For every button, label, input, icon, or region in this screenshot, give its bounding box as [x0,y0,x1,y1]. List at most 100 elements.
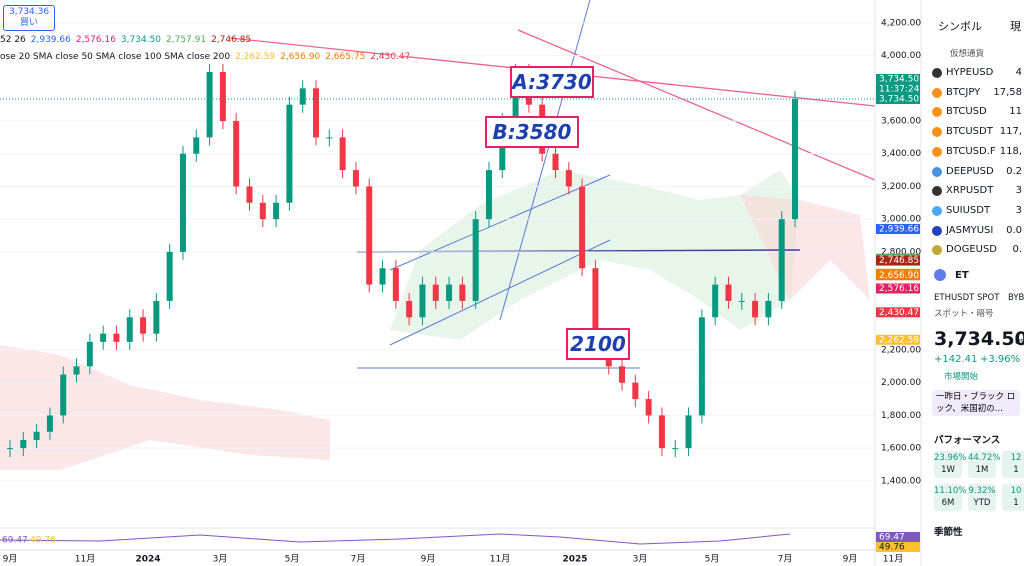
icon [932,107,942,118]
ticker: ET [955,270,969,281]
symbol-row[interactable]: XRPUSDT 3 [930,182,1024,201]
legend: ose 20 SMA close 50 SMA close 100 SMA cl… [0,52,415,62]
candle [765,300,772,318]
perf-period: YTD [973,498,991,508]
legend-value: 2,665.75 [325,52,366,62]
oscillator [0,533,791,545]
symbol-row[interactable]: DOGEUSD 0. [930,241,1024,260]
symbol-row[interactable]: JASMYUSI 0.0 [930,222,1024,241]
candle [313,88,320,138]
legend-value: 2,430.47 [370,52,411,62]
candle [419,284,426,318]
x-tick-label: 5月 [285,554,300,565]
symbol-row[interactable]: HYPEUSD 4 [930,64,1024,83]
price-tag [876,334,920,345]
candle [379,268,386,285]
y-tick-label: 1,800.00 [881,411,921,421]
news[interactable]: 一昨日・ブラック ロック、米国初の... [932,390,1020,416]
candle [632,382,639,400]
channel [389,174,611,271]
symbol: BTCJPY [946,86,981,98]
x-tick-label: 11月 [883,554,903,565]
candle [672,448,679,450]
y-tick-label: 4,000.00 [881,51,921,61]
perf-value: 12 [1010,453,1022,463]
icon [932,68,942,78]
trendline [517,29,876,181]
legend-value: 2,939.66 [30,35,71,45]
perf-tile: 10 1 [1002,484,1024,511]
legend-value: 2,757.91 [166,35,207,45]
candle [153,300,160,334]
cloud [740,195,870,300]
symbol-row[interactable]: BTCUSD.F 118, [930,143,1024,162]
x-tick-label: 9月 [421,554,436,565]
kind: スポット・暗号 [934,309,994,319]
symbol-price: 4 [1015,67,1022,78]
perf-value: 9.32% [968,486,996,496]
candle [352,170,359,187]
cloud [0,345,330,470]
osc-tag-label: 49.76 [879,543,905,553]
candle [219,71,226,122]
perf-tile: 11.10% 6M [934,484,966,511]
price-tag-label: 3,734.50 [879,75,919,85]
symbol-row[interactable]: BTCUSDT 117, [930,123,1024,142]
symbol-row[interactable]: BTCUSD 11 [930,103,1024,122]
legend: 52 26 2,939.66 2,576.16 3,734.50 2,757.91 2,7… [0,35,256,45]
icon [932,127,942,138]
legend-value: ose 20 SMA close 50 SMA close 100 SMA cl… [0,52,231,62]
price-tag [876,255,920,266]
symbol-price: 17,58 [993,86,1022,98]
name: ETHUSDT SPOT [934,293,1000,303]
candle [565,170,572,187]
symbol-row[interactable]: SUIUSDT 3 [930,202,1024,221]
y-tick-label: 2,000.00 [881,378,921,388]
icon [932,205,942,216]
y-tick-label: 3,200.00 [881,182,921,192]
candle [273,202,280,220]
symbol-price: 118, [999,145,1022,157]
candle [126,317,133,342]
price-tag [876,74,920,85]
perf-value: 23.96% [934,453,967,463]
candle [446,284,453,301]
symbol-price: 117, [999,126,1022,138]
countdown: 11:37:24 [879,85,920,95]
icon [932,166,942,177]
status: 市場開始 [944,372,979,382]
perf-tile: 12 1 [1002,451,1024,478]
price-box[interactable]: 3,734.36 買い [3,5,56,31]
candle [778,219,785,301]
legend-value: 2,746.85 [211,35,252,45]
symbol: BTCUSDT [946,126,993,138]
perf-period: 6M [941,498,955,508]
candle [299,88,306,105]
candle [46,415,53,432]
candle [579,186,586,269]
symbol-price: 0.0 [1006,224,1022,236]
icon [934,269,946,281]
candle [113,333,120,342]
candle [366,186,373,285]
group: 仮想通貨 [950,49,985,59]
candle [7,448,13,450]
candle [339,137,346,171]
symbol: DOGEUSD [946,244,998,256]
icon [932,245,942,256]
candle [233,121,240,187]
candle [645,399,652,416]
price-tag [876,283,920,294]
candle [552,153,559,171]
symbol-row[interactable]: DEEPUSD 0.2 [930,163,1024,182]
header: 現 [1010,20,1021,33]
symbol-price: 0.2 [1006,165,1022,177]
symbol-row[interactable]: BTCJPY 17,58 [930,84,1024,103]
icon [932,225,942,236]
x-tick-label: 2025 [562,555,587,565]
price-tag-label: 2,656.90 [879,271,919,281]
legend-value: 2,656.90 [280,52,321,62]
price: 3,734.50 [934,328,1024,350]
